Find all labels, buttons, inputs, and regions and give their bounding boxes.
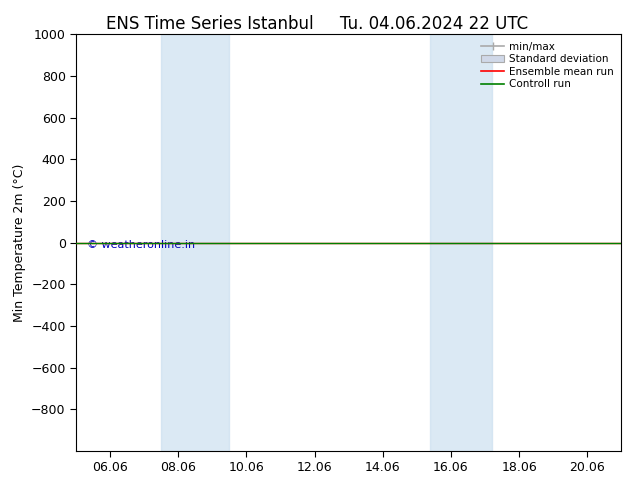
Text: © weatheronline.in: © weatheronline.in <box>87 241 195 250</box>
Y-axis label: Min Temperature 2m (°C): Min Temperature 2m (°C) <box>13 163 25 322</box>
Bar <box>430 34 492 451</box>
Text: ENS Time Series Istanbul     Tu. 04.06.2024 22 UTC: ENS Time Series Istanbul Tu. 04.06.2024 … <box>106 15 528 33</box>
Legend: min/max, Standard deviation, Ensemble mean run, Controll run: min/max, Standard deviation, Ensemble me… <box>477 37 618 94</box>
Bar <box>161 34 230 451</box>
